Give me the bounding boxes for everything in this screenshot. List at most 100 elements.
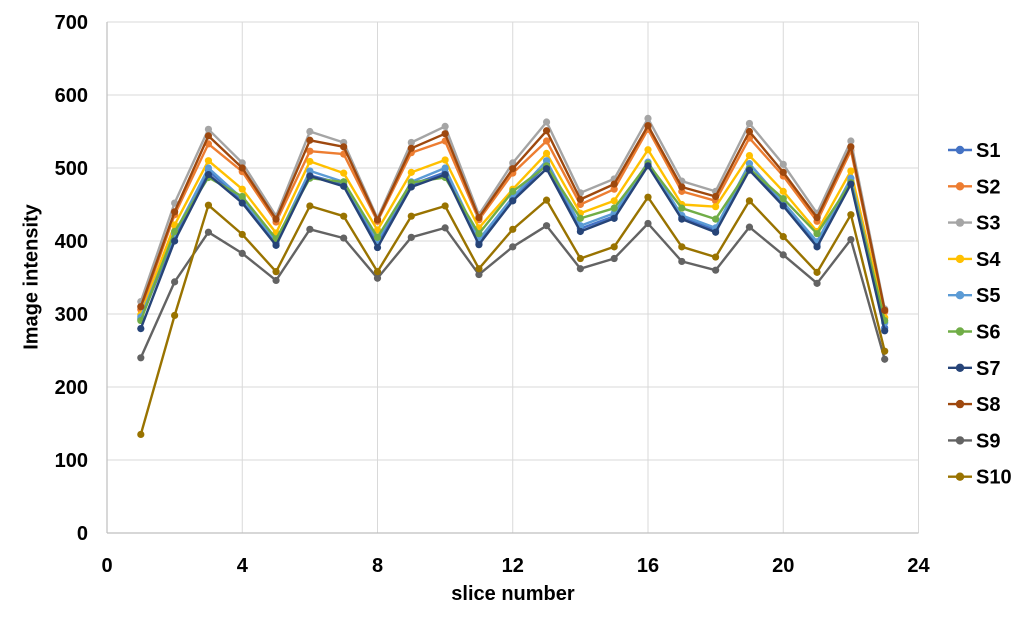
series-marker-S5 [441,164,449,172]
series-marker-S8 [509,165,517,173]
series-marker-S4 [238,185,246,193]
series-marker-S6 [678,204,686,212]
y-tick-label: 700 [55,12,88,34]
series-marker-S7 [373,243,382,252]
legend-marker-dot-S8 [955,399,965,409]
series-marker-S6 [475,230,483,238]
series-marker-S7 [272,241,280,249]
series-marker-S2 [610,185,618,193]
series-marker-S8 [238,164,246,172]
series-marker-S8 [475,214,483,222]
series-marker-S9 [712,266,720,274]
series-marker-S9 [407,233,415,241]
y-tick-label: 200 [55,377,88,399]
series-marker-S8 [644,122,652,130]
legend-marker-dot-S5 [955,291,965,300]
series-marker-S8 [306,136,314,144]
series-marker-S9 [779,251,787,259]
series-marker-S8 [137,303,145,311]
series-marker-S10 [407,212,415,220]
series-marker-S3 [407,138,415,147]
series-marker-S10 [441,202,449,210]
series-marker-S7 [813,243,821,251]
legend-label-S5: S5 [976,285,1000,307]
legend-label-S7: S7 [976,358,1000,380]
series-marker-S9 [238,249,246,258]
series-marker-S3 [306,127,314,136]
series-marker-S8 [813,214,821,222]
series-marker-S6 [813,230,821,238]
series-marker-S7 [171,237,179,245]
series-marker-S4 [340,169,348,177]
series-marker-S10 [779,233,787,241]
legend-marker-dot-S2 [955,182,965,191]
series-marker-S7 [779,202,787,210]
series-marker-S3 [509,159,517,167]
series-marker-S7 [441,170,449,179]
series-marker-S4 [779,187,787,195]
series-marker-S4 [373,226,382,234]
series-marker-S8 [847,143,855,151]
series-marker-S9 [576,265,584,273]
series-marker-S5 [745,160,754,168]
legend-label-S3: S3 [976,213,1000,235]
series-marker-S4 [204,157,213,165]
series-marker-S8 [171,208,179,216]
series-marker-S10 [238,230,246,239]
legend-marker-dot-S6 [955,327,965,336]
series-marker-S10 [542,196,551,204]
series-marker-S7 [644,162,652,170]
y-tick-label: 400 [55,231,88,253]
series-marker-S4 [542,149,551,157]
series-marker-S9 [306,225,314,233]
series-marker-S9 [204,228,213,236]
y-tick-label: 600 [55,85,88,107]
series-marker-S8 [204,132,213,140]
series-marker-S10 [171,311,179,320]
series-marker-S9 [272,276,280,285]
series-marker-S3 [441,122,449,130]
series-marker-S2 [542,137,551,145]
series-marker-S5 [542,157,551,165]
series-marker-S10 [373,268,382,276]
legend-marker-dot-S3 [955,218,965,227]
x-tick-label: 24 [907,555,930,577]
series-marker-S10 [712,253,720,261]
series-marker-S10 [509,225,517,233]
series-marker-S7 [542,165,551,173]
series-marker-S4 [610,197,618,205]
series-marker-S9 [475,270,483,279]
series-marker-S7 [475,241,483,249]
series-marker-S4 [847,167,855,175]
series-marker-S9 [441,224,449,232]
series-marker-S8 [610,180,618,188]
series-marker-S6 [576,214,584,222]
series-marker-S8 [576,195,584,203]
series-marker-S3 [745,119,754,128]
series-marker-S9 [813,279,821,287]
series-marker-S7 [576,227,584,236]
series-marker-S9 [509,243,517,251]
series-marker-S4 [306,157,314,166]
series-marker-S7 [306,172,314,180]
x-tick-label: 0 [101,555,112,577]
series-marker-S10 [644,193,652,201]
series-marker-S6 [509,187,517,195]
series-marker-S10 [813,268,821,276]
series-marker-S6 [373,233,382,241]
y-tick-label: 300 [55,304,88,326]
series-marker-S7 [238,199,246,207]
series-marker-S7 [509,197,517,205]
legend-label-S6: S6 [976,322,1000,344]
series-marker-S8 [881,306,889,314]
series-marker-S9 [542,222,551,230]
series-marker-S3 [779,160,787,168]
series-marker-S10 [272,268,280,276]
series-marker-S7 [610,214,618,222]
series-marker-S10 [678,243,686,251]
legend-label-S2: S2 [976,176,1000,198]
series-marker-S5 [204,164,213,172]
series-marker-S9 [745,223,754,231]
